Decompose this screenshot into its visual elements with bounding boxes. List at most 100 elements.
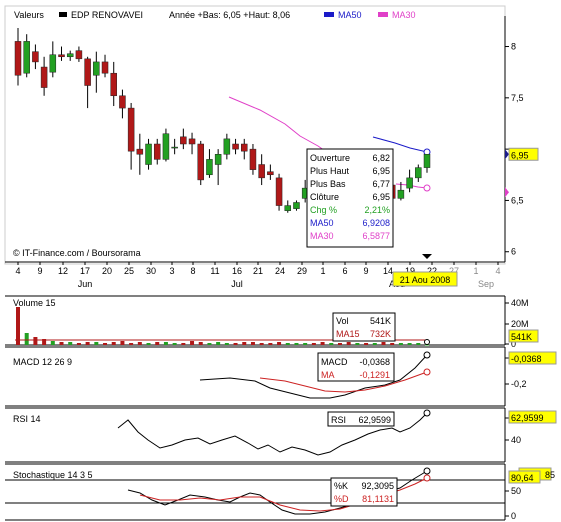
tooltip-label-3: Clôture bbox=[310, 192, 339, 202]
macd-label: MACD bbox=[321, 357, 348, 367]
volume-bar bbox=[50, 341, 55, 345]
x-tick-label: 29 bbox=[297, 266, 307, 276]
x-tick-label: 1 bbox=[320, 266, 325, 276]
macd-title: MACD 12 26 9 bbox=[13, 357, 72, 367]
volume-bar bbox=[224, 343, 229, 345]
x-tick-label: 30 bbox=[146, 266, 156, 276]
candle-body bbox=[110, 72, 117, 97]
x-tick-label: 11 bbox=[210, 266, 219, 276]
stoch-tag-label: 80,64 bbox=[511, 473, 534, 483]
macd-signal-line bbox=[259, 371, 428, 393]
x-tick-label: 22 bbox=[427, 266, 437, 276]
volume-bar bbox=[364, 343, 369, 345]
hover-marker bbox=[422, 254, 432, 259]
x-tick-label: 1 bbox=[473, 266, 478, 276]
x-tick-label: 16 bbox=[232, 266, 242, 276]
macd-tooltip bbox=[317, 352, 395, 382]
x-month-label: Sep bbox=[478, 279, 494, 289]
ma30-axis-arrow bbox=[505, 187, 509, 198]
volume-bar bbox=[398, 343, 403, 345]
macd-ma-label: MA bbox=[321, 370, 335, 380]
volume-ma-label: MA15 bbox=[336, 329, 360, 339]
volume-bar bbox=[103, 343, 108, 345]
volume-bar bbox=[277, 342, 282, 345]
volume-bar bbox=[216, 342, 221, 345]
rsi-line bbox=[117, 412, 428, 456]
candle-body bbox=[197, 143, 204, 181]
macd-value: -0,0368 bbox=[359, 357, 390, 367]
header-symbol: EDP RENOVAVEI bbox=[71, 10, 143, 20]
volume-bar bbox=[129, 343, 134, 345]
candle-body bbox=[284, 205, 292, 211]
volume-bar bbox=[155, 342, 160, 345]
x-tick-label: 25 bbox=[124, 266, 134, 276]
candle-body bbox=[23, 41, 30, 74]
candle-body bbox=[162, 133, 170, 160]
volume-bar bbox=[172, 343, 177, 345]
tooltip-value-2: 6,77 bbox=[372, 179, 390, 189]
volume-bar bbox=[337, 343, 342, 345]
volume-bar bbox=[303, 343, 308, 345]
rsi-value: 62,9599 bbox=[358, 415, 391, 425]
ma30-line bbox=[228, 96, 332, 156]
x-tick-label: 8 bbox=[190, 266, 195, 276]
volume-bar bbox=[416, 343, 421, 345]
candle-body bbox=[58, 54, 65, 58]
x-tick-label: 14 bbox=[383, 266, 393, 276]
volume-bar bbox=[68, 342, 73, 345]
volume-bar bbox=[329, 343, 334, 345]
volume-y-tick-label: 20M bbox=[511, 319, 529, 329]
volume-bar bbox=[242, 342, 247, 345]
candle-body bbox=[232, 143, 239, 150]
rsi-title: RSI 14 bbox=[13, 414, 41, 424]
tooltip-value-6: 6,5877 bbox=[362, 231, 390, 241]
last-price-tag-label: 6,95 bbox=[511, 150, 529, 160]
candle-body bbox=[249, 148, 257, 170]
candle-body bbox=[223, 138, 231, 155]
candle-body bbox=[136, 148, 144, 155]
volume-bar bbox=[207, 343, 212, 345]
volume-bar bbox=[268, 343, 273, 345]
volume-bar bbox=[190, 341, 195, 345]
volume-tag-label: 541K bbox=[511, 332, 532, 342]
volume-bar bbox=[85, 342, 90, 345]
stoch-title: Stochastique 14 3 5 bbox=[13, 470, 93, 480]
main-y-tick-label: 6 bbox=[511, 247, 516, 257]
last-price-tag bbox=[508, 147, 539, 161]
volume-bar bbox=[24, 333, 29, 345]
volume-bar bbox=[311, 343, 316, 345]
candle-body bbox=[119, 95, 126, 109]
volume-vol-label: Vol bbox=[336, 316, 349, 326]
volume-bar bbox=[42, 339, 47, 345]
candle-body bbox=[406, 177, 413, 189]
symbol-legend-swatch bbox=[59, 12, 67, 17]
tooltip-value-4: 2,21% bbox=[364, 205, 390, 215]
candle-body bbox=[49, 54, 57, 73]
volume-bar bbox=[181, 343, 186, 345]
volume-last-marker bbox=[424, 339, 430, 345]
stoch-y-tick-label: 0 bbox=[511, 511, 516, 521]
volume-bar bbox=[94, 342, 99, 345]
candle-body bbox=[397, 189, 405, 199]
candle-body bbox=[293, 202, 300, 209]
hover-date-tag bbox=[392, 271, 458, 287]
candle-body bbox=[206, 159, 213, 176]
volume-bar bbox=[111, 342, 116, 345]
candle-body bbox=[93, 61, 100, 76]
candle-body bbox=[180, 136, 187, 145]
volume-bar bbox=[16, 307, 20, 345]
ma30-legend-swatch bbox=[378, 12, 388, 17]
x-tick-label: 27 bbox=[449, 266, 459, 276]
stoch-k-label: %K bbox=[334, 481, 348, 491]
stoch-d-last-marker bbox=[423, 474, 431, 482]
candle-body bbox=[75, 50, 83, 60]
stoch-k-last-marker bbox=[423, 467, 431, 475]
volume-bar bbox=[355, 343, 360, 345]
rsi-y-tick-label: 40 bbox=[511, 435, 521, 445]
volume-bar bbox=[381, 342, 386, 345]
ohlc-tooltip bbox=[306, 148, 394, 248]
x-month-label: Jul bbox=[231, 279, 243, 289]
x-tick-label: 24 bbox=[275, 266, 285, 276]
tooltip-label-0: Ouverture bbox=[310, 153, 350, 163]
